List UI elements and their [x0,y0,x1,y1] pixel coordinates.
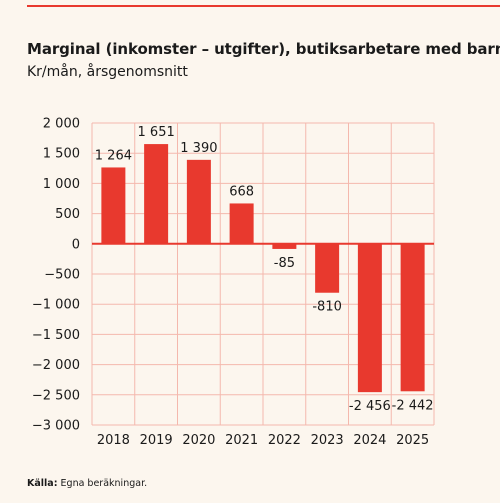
data-label: 1 390 [180,141,217,156]
x-tick-label: 2023 [311,433,344,448]
bar [144,144,169,244]
y-tick-label: −2 500 [32,388,80,403]
bar [101,167,126,244]
data-label: -2 456 [349,399,391,414]
bar [272,243,297,249]
data-label: 668 [229,184,254,199]
chart-subtitle: Kr/mån, årsgenomsnitt [27,64,188,80]
y-tick-label: 2 000 [43,117,80,132]
data-label: -85 [274,256,295,271]
top-accent-line [27,5,500,7]
x-tick-label: 2022 [268,433,301,448]
y-tick-label: −500 [44,268,80,283]
x-tick-label: 2019 [140,433,173,448]
source-note: Källa: Egna beräkningar. [27,478,147,489]
chart-title: Marginal (inkomster – utgifter), butiksa… [27,40,500,58]
x-tick-label: 2020 [182,433,215,448]
data-label: -2 442 [392,398,434,413]
x-tick-label: 2024 [353,433,386,448]
x-tick-label: 2025 [396,433,429,448]
y-tick-label: −1 500 [32,328,80,343]
y-tick-label: −2 000 [32,358,80,373]
bar [357,243,382,393]
x-tick-label: 2018 [97,433,130,448]
y-tick-label: 500 [55,207,80,222]
data-label: 1 264 [95,148,132,163]
bar [400,243,425,392]
y-tick-label: −1 000 [32,298,80,313]
x-tick-label: 2021 [225,433,258,448]
data-label: -810 [312,300,342,315]
bar [315,243,340,293]
y-tick-label: −3 000 [32,419,80,434]
source-label: Källa: [27,478,58,489]
y-tick-label: 1 500 [43,147,80,162]
bar [229,203,254,244]
data-label: 1 651 [138,125,175,140]
y-tick-label: 1 000 [43,177,80,192]
source-text: Egna beräkningar. [60,478,148,489]
bar [186,159,211,244]
y-tick-label: 0 [72,237,80,252]
